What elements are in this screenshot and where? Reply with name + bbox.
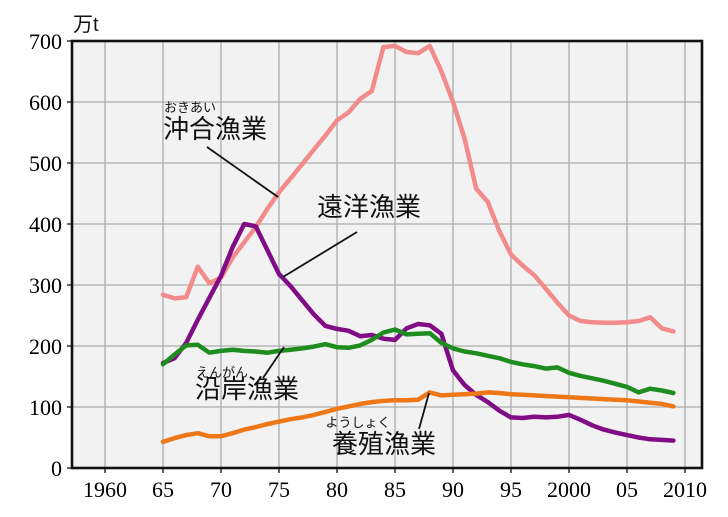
distant-water-label: 遠洋漁業 (317, 192, 421, 222)
y-axis-unit-label: 万t (73, 14, 99, 36)
data-series-lines (160, 43, 676, 445)
series-line-aquaculture (160, 390, 676, 445)
x-tick-label: 65 (152, 477, 174, 502)
y-tick-label: 0 (51, 456, 62, 481)
x-tick-label: 1960 (83, 477, 127, 502)
coastal-label-pointer-line (262, 346, 285, 379)
x-tick-label: 95 (500, 477, 522, 502)
plot-frame (70, 39, 704, 470)
y-tick-label: 600 (29, 90, 62, 115)
coastal-label: 沿岸漁業 (195, 374, 299, 404)
offshore-label-pointer-line (206, 146, 279, 198)
aquaculture-label: 養殖漁業 (332, 429, 436, 459)
y-tick-label: 200 (29, 334, 62, 359)
x-tick-label: 2000 (547, 477, 591, 502)
aquaculture-label-pointer-line (418, 392, 430, 430)
x-tick-label: 05 (616, 477, 638, 502)
x-tick-label: 75 (268, 477, 290, 502)
offshore-label: 沖合漁業 (163, 114, 267, 144)
coastal-label-ruby: えんがん (196, 365, 248, 380)
x-tick-label: 70 (210, 477, 232, 502)
y-tick-label: 300 (29, 273, 62, 298)
series-line-coastal (160, 327, 676, 396)
series-line-offshore (160, 43, 676, 334)
y-tick-label: 700 (29, 29, 62, 54)
x-tick-label: 80 (326, 477, 348, 502)
x-tick-label: 85 (384, 477, 406, 502)
y-tick-label: 400 (29, 212, 62, 237)
y-axis-tick-labels: 0 100 200 300 400 500 600 700 (29, 29, 62, 481)
x-tick-label: 90 (442, 477, 464, 502)
series-line-distant-water (160, 221, 676, 443)
y-tick-label: 500 (29, 151, 62, 176)
x-axis-tick-labels: 1960 65 70 75 80 85 90 95 2000 05 2010 (83, 477, 707, 502)
distant-water-label-pointer-line (282, 231, 358, 278)
aquaculture-label-ruby: ようしょく (325, 415, 390, 430)
offshore-label-ruby: おきあい (164, 100, 216, 115)
x-tick-label: 2010 (663, 477, 707, 502)
y-tick-label: 100 (29, 395, 62, 420)
axis-tick-marks (67, 40, 686, 473)
gridlines (72, 41, 702, 468)
